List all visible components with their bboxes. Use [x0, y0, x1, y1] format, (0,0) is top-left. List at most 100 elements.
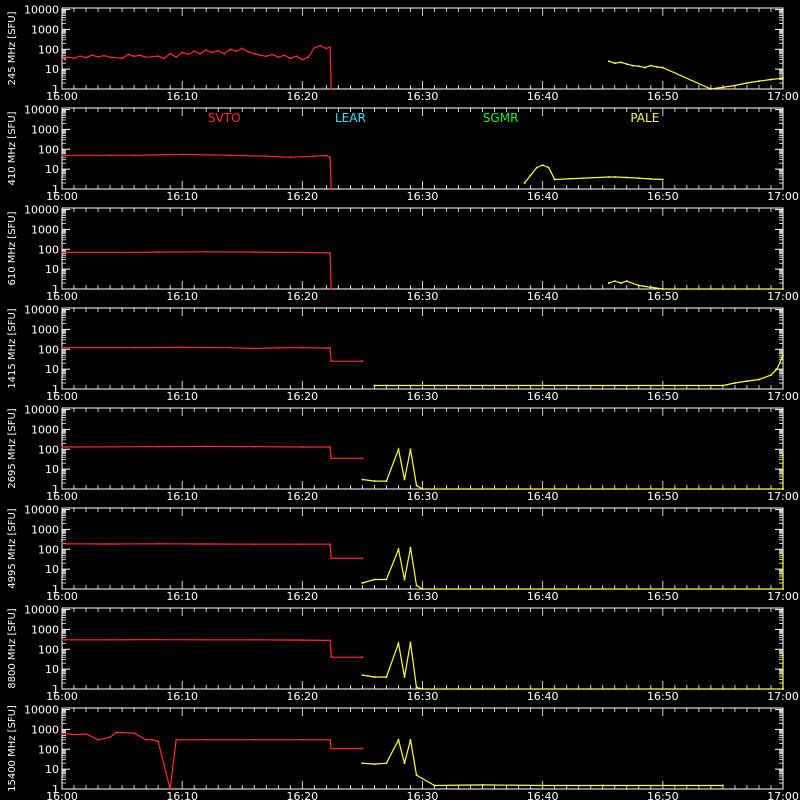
data-point-pale — [770, 78, 772, 81]
data-point-svto — [157, 55, 159, 57]
data-point-svto — [73, 57, 75, 60]
data-point-svto — [330, 656, 332, 658]
data-point-svto — [361, 360, 364, 363]
y-tick-label: 1000 — [31, 523, 59, 536]
data-point-pale — [619, 282, 622, 284]
y-tick-label: 10000 — [24, 304, 59, 317]
x-tick-label: 17:00 — [767, 390, 799, 403]
data-point-svto — [241, 47, 244, 50]
data-point-svto — [330, 360, 332, 363]
data-point-svto — [329, 346, 331, 349]
data-point-svto — [109, 736, 111, 739]
y-tick-label: 10000 — [24, 604, 59, 617]
data-point-svto — [301, 739, 304, 741]
data-point-pale — [421, 488, 424, 490]
data-point-svto — [61, 58, 63, 61]
y-tick-label: 1000 — [31, 323, 59, 336]
data-point-svto — [329, 446, 331, 448]
data-point-svto — [103, 54, 105, 57]
x-tick-label: 16:30 — [407, 290, 439, 303]
data-point-pale — [776, 368, 778, 370]
data-point-pale — [361, 674, 364, 676]
x-tick-label: 16:50 — [647, 490, 679, 503]
data-point-svto — [79, 55, 81, 57]
data-point-pale — [547, 166, 550, 169]
data-point-pale — [662, 288, 664, 290]
x-tick-label: 16:00 — [46, 790, 78, 800]
data-point-svto — [97, 55, 99, 58]
data-point-pale — [782, 654, 784, 657]
data-point-svto — [277, 347, 280, 349]
x-tick-label: 16:20 — [286, 690, 318, 703]
x-tick-label: 16:20 — [286, 90, 318, 103]
series-line-pale — [524, 164, 663, 184]
data-point-svto — [61, 639, 63, 641]
data-point-svto — [330, 457, 332, 460]
x-tick-label: 16:10 — [166, 90, 198, 103]
data-point-svto — [187, 53, 189, 56]
y-tick-label: 1000 — [31, 123, 59, 136]
x-tick-label: 16:30 — [407, 490, 439, 503]
data-point-pale — [385, 480, 388, 482]
data-point-svto — [175, 56, 177, 58]
data-point-svto — [61, 251, 63, 254]
data-point-svto — [325, 154, 328, 157]
data-point-svto — [205, 543, 207, 545]
data-point-pale — [529, 174, 532, 176]
data-point-pale — [746, 380, 748, 382]
data-point-svto — [301, 346, 304, 349]
data-point-pale — [541, 164, 544, 166]
data-point-pale — [619, 61, 622, 64]
data-point-svto — [301, 58, 304, 61]
data-point-svto — [121, 731, 123, 734]
data-point-svto — [325, 47, 328, 50]
data-point-svto — [329, 543, 331, 546]
x-tick-label: 16:00 — [46, 690, 78, 703]
y-tick-label: 10 — [45, 563, 59, 576]
x-tick-label: 16:50 — [647, 90, 679, 103]
panel-4: 1 10 100 1000 10000 16:00 16:10 16:20 16:30 16:40… — [7, 404, 799, 503]
data-point-svto — [67, 56, 69, 58]
data-point-svto — [361, 656, 364, 658]
data-point-svto — [133, 346, 135, 349]
series-line-svto — [62, 251, 332, 290]
panel-7: 1 10 100 1000 10000 16:00 16:10 16:20 16:30 16:40… — [7, 704, 799, 800]
data-point-pale — [361, 762, 364, 764]
series-line-pale — [608, 60, 784, 90]
data-point-svto — [361, 457, 364, 460]
y-axis-label: 8800 MHz [SFU] — [7, 608, 18, 689]
x-tick-label: 16:40 — [527, 390, 559, 403]
data-point-pale — [409, 739, 412, 741]
x-tick-label: 16:30 — [407, 590, 439, 603]
y-tick-label: 1 — [52, 783, 59, 796]
y-tick-label: 10000 — [24, 4, 59, 17]
y-tick-label: 10000 — [24, 204, 59, 217]
data-point-pale — [415, 484, 418, 487]
data-point-pale — [638, 177, 640, 179]
data-point-svto — [289, 156, 292, 158]
data-point-svto — [265, 155, 268, 157]
x-tick-label: 16:00 — [46, 290, 78, 303]
data-point-pale — [782, 288, 784, 290]
data-point-svto — [205, 49, 207, 51]
y-tick-label: 1000 — [31, 23, 59, 36]
data-point-svto — [229, 346, 232, 349]
data-point-pale — [662, 66, 664, 69]
data-point-svto — [109, 251, 111, 254]
data-point-svto — [205, 445, 207, 448]
y-tick-label: 10 — [45, 63, 59, 76]
data-point-pale — [397, 448, 400, 451]
x-tick-label: 16:50 — [647, 190, 679, 203]
x-tick-label: 16:30 — [407, 790, 439, 800]
data-point-svto — [109, 543, 111, 545]
data-point-pale — [770, 374, 772, 376]
data-point-svto — [157, 251, 159, 253]
data-point-svto — [247, 50, 250, 53]
data-point-svto — [205, 250, 207, 253]
x-tick-label: 16:00 — [46, 390, 78, 403]
x-tick-label: 16:40 — [527, 790, 559, 800]
data-point-svto — [235, 50, 238, 53]
data-point-pale — [409, 641, 412, 644]
x-tick-label: 16:20 — [286, 390, 318, 403]
data-point-svto — [181, 346, 183, 349]
